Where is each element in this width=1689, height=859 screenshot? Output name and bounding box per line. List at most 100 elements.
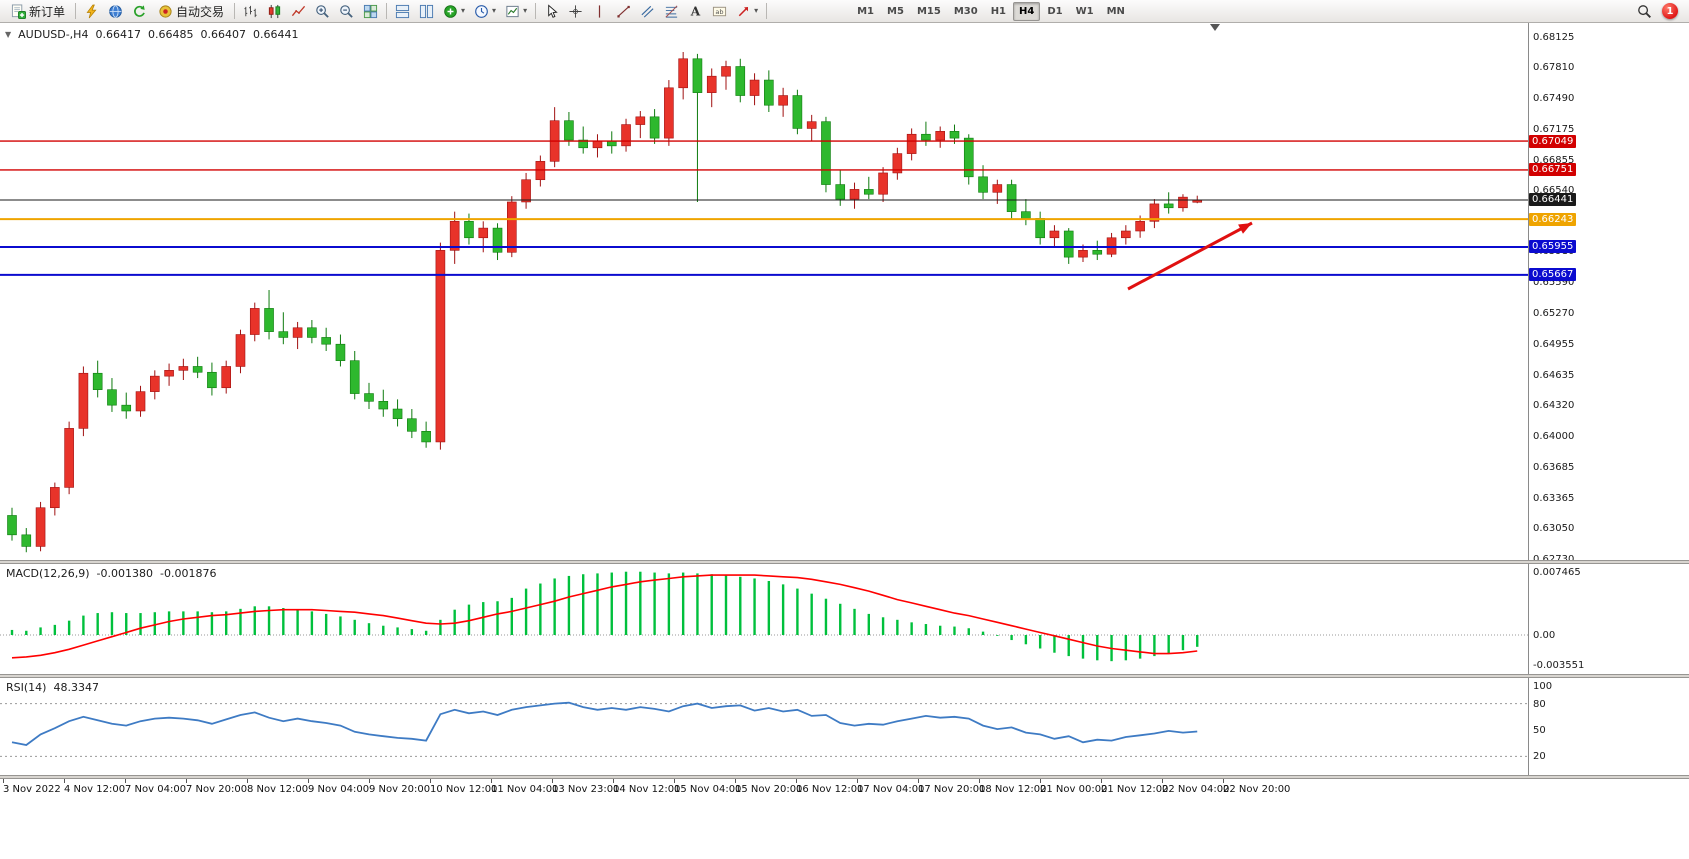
quick-trade-button[interactable] [80, 1, 103, 21]
time-axis-label: 15 Nov 20:00 [735, 784, 803, 795]
price-axis-label: 0.63685 [1533, 461, 1575, 473]
text-button[interactable]: A [684, 1, 707, 21]
chart-window: ▼ AUDUSD-,H4 0.66417 0.66485 0.66407 0.6… [0, 23, 1689, 859]
macd-title: MACD(12,26,9) [6, 567, 90, 580]
arrows-button[interactable]: ▾ [732, 1, 762, 21]
search-button[interactable] [1633, 1, 1656, 21]
timeframe-mn-button[interactable]: MN [1101, 2, 1131, 21]
line-chart-button[interactable] [287, 1, 310, 21]
time-axis-label: 10 Nov 12:00 [430, 784, 498, 795]
time-axis-tick [308, 779, 309, 783]
price-axis[interactable]: 0.68125 0.67810 0.67490 0.67175 0.66855 0.665… [1529, 23, 1687, 803]
timeframe-m5-button[interactable]: M5 [881, 2, 910, 21]
autotrading-button[interactable]: 自动交易 [152, 1, 230, 21]
text-label-button[interactable]: ab [708, 1, 731, 21]
chart-shift-marker[interactable] [1210, 24, 1220, 31]
timeframe-m15-button[interactable]: M15 [911, 2, 947, 21]
price-tag-0.66751: 0.66751 [1529, 163, 1577, 177]
chart-header: ▼ AUDUSD-,H4 0.66417 0.66485 0.66407 0.6… [5, 28, 298, 41]
time-axis-label: 17 Nov 04:00 [857, 784, 925, 795]
zoom-in-button[interactable] [311, 1, 334, 21]
line-chart-icon [291, 5, 306, 16]
price-tag-0.65667: 0.65667 [1529, 268, 1577, 282]
time-axis-tick [796, 779, 797, 783]
timeframe-h4-button[interactable]: H4 [1013, 1, 1041, 21]
panel-splitter[interactable] [0, 775, 1689, 779]
time-axis-label: 7 Nov 04:00 [125, 784, 187, 795]
time-axis-label: 21 Nov 12:00 [1101, 784, 1169, 795]
indicators-button[interactable]: ▾ [439, 1, 469, 21]
tile-vertical-button[interactable] [415, 1, 438, 21]
price-axis-label: 0.67490 [1533, 93, 1575, 105]
ohlc-open: 0.66417 [95, 28, 141, 41]
lightning-icon [86, 4, 97, 18]
chart-template-icon [506, 5, 519, 17]
macd-signal-line [11, 574, 1198, 659]
toolbar-separator [75, 3, 77, 19]
periods-button[interactable]: ▾ [470, 1, 500, 21]
time-axis-label: 9 Nov 04:00 [308, 784, 370, 795]
toolbar-separator [766, 3, 768, 19]
one-click-trading-caret[interactable]: ▼ [5, 30, 12, 39]
vertical-line-button[interactable] [588, 1, 611, 21]
svg-text:A: A [690, 4, 701, 18]
timeframe-toolbar: M1 M5 M15 M30 H1 H4 D1 W1 MN [851, 1, 1131, 21]
toolbar-separator [234, 3, 236, 19]
new-order-icon [11, 3, 26, 19]
fibonacci-button[interactable] [660, 1, 683, 21]
trendline-button[interactable] [612, 1, 635, 21]
tile-windows-button[interactable] [359, 1, 382, 21]
time-axis-label: 9 Nov 20:00 [369, 784, 431, 795]
panel-splitter[interactable] [0, 674, 1689, 678]
tile-horizontal-icon [395, 4, 410, 18]
notification-badge[interactable]: 1 [1662, 3, 1678, 19]
rsi-value: 48.3347 [53, 681, 99, 694]
horizontal-lines[interactable] [0, 140, 1528, 276]
rsi-axis-label: 100 [1533, 681, 1553, 692]
crosshair-button[interactable] [564, 1, 587, 21]
new-order-button[interactable]: 新订单 [5, 1, 71, 21]
price-axis-label: 0.65270 [1533, 308, 1575, 320]
refresh-button[interactable] [128, 1, 151, 21]
price-axis-label: 0.68125 [1533, 32, 1575, 43]
templates-button[interactable]: ▾ [501, 1, 531, 21]
market-watch-button[interactable] [104, 1, 127, 21]
zoom-out-button[interactable] [335, 1, 358, 21]
timeframe-w1-button[interactable]: W1 [1070, 2, 1100, 21]
bar-chart-button[interactable] [239, 1, 262, 21]
trend-arrow-annotation[interactable] [1127, 221, 1253, 291]
rsi-line [11, 701, 1198, 746]
cursor-button[interactable] [540, 1, 563, 21]
time-axis-tick [64, 779, 65, 783]
vertical-line-icon [598, 4, 601, 18]
candlestick-chart-button[interactable] [263, 1, 286, 21]
refresh-icon [134, 4, 145, 17]
price-axis-label: 0.62730 [1533, 554, 1574, 565]
globe-icon [109, 4, 122, 18]
tile-horizontal-button[interactable] [391, 1, 414, 21]
candle-chart-plot[interactable] [0, 23, 1528, 560]
time-axis-tick [674, 779, 675, 783]
macd-plot[interactable] [0, 564, 1528, 674]
time-axis-tick [1040, 779, 1041, 783]
time-axis-label: 21 Nov 00:00 [1040, 784, 1108, 795]
timeframe-h1-button[interactable]: H1 [985, 2, 1012, 21]
toolbar-separator [535, 3, 537, 19]
equidistant-channel-icon [641, 5, 654, 18]
time-axis-label: 14 Nov 12:00 [613, 784, 681, 795]
time-axis-tick [918, 779, 919, 783]
time-axis-tick [430, 779, 431, 783]
timeframe-m1-button[interactable]: M1 [851, 2, 880, 21]
time-axis-label: 16 Nov 12:00 [796, 784, 864, 795]
ohlc-close: 0.66441 [252, 28, 299, 41]
time-axis[interactable]: 3 Nov 2022 4 Nov 12:00 7 Nov 04:00 7 Nov 20… [0, 779, 1528, 803]
rsi-plot[interactable] [0, 678, 1528, 775]
timeframe-d1-button[interactable]: D1 [1041, 2, 1068, 21]
channel-button[interactable] [636, 1, 659, 21]
time-axis-tick [247, 779, 248, 783]
panel-splitter[interactable] [0, 560, 1689, 564]
timeframe-m30-button[interactable]: M30 [948, 2, 984, 21]
bar-chart-icon [244, 5, 257, 17]
time-axis-label: 8 Nov 12:00 [247, 784, 309, 795]
